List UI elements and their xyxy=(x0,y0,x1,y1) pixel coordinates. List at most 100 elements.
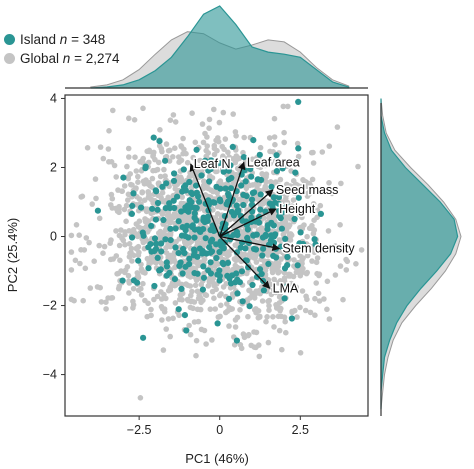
global-point xyxy=(94,284,101,290)
loading-arrow xyxy=(219,235,281,252)
global-point xyxy=(200,139,207,146)
island-point xyxy=(216,248,223,256)
global-point xyxy=(68,249,75,255)
global-point xyxy=(304,183,311,190)
global-point xyxy=(192,139,199,146)
global-point xyxy=(281,269,288,276)
global-point xyxy=(207,306,214,313)
global-point xyxy=(281,139,288,146)
global-point xyxy=(180,214,187,220)
island-point xyxy=(208,157,215,164)
global-point xyxy=(193,259,200,266)
island-point xyxy=(217,198,224,205)
island-point xyxy=(182,263,189,270)
island-point xyxy=(154,254,161,261)
global-point xyxy=(91,258,97,265)
global-point xyxy=(113,228,119,234)
global-point xyxy=(216,119,223,126)
island-point xyxy=(268,232,275,239)
global-point xyxy=(142,270,148,276)
global-point xyxy=(108,202,114,208)
loading-arrow xyxy=(219,208,277,238)
x-tick-label: 0 xyxy=(216,423,223,437)
island-point xyxy=(275,200,282,207)
global-point xyxy=(302,307,309,314)
island-point xyxy=(293,157,300,165)
global-point xyxy=(221,269,227,275)
global-point xyxy=(251,307,258,313)
island-density-right xyxy=(380,98,459,410)
island-point xyxy=(154,199,162,207)
global-point xyxy=(266,302,272,309)
island-point xyxy=(188,189,195,196)
global-point xyxy=(111,162,118,169)
global-point xyxy=(116,242,123,249)
global-point xyxy=(183,150,189,157)
global-point xyxy=(180,135,186,142)
global-point xyxy=(310,201,317,207)
global-point xyxy=(110,107,116,114)
y-tick-label: 4 xyxy=(50,91,57,105)
global-point xyxy=(125,272,132,279)
island-point xyxy=(202,235,209,242)
global-point xyxy=(127,171,133,177)
global-point xyxy=(241,334,248,341)
island-point xyxy=(170,197,177,204)
global-point xyxy=(304,252,311,259)
global-point xyxy=(266,307,272,314)
global-point xyxy=(122,269,128,276)
legend: Island n = 348 Global n = 2,274 xyxy=(4,30,120,68)
global-point xyxy=(220,109,227,116)
island-point xyxy=(281,265,289,272)
global-point xyxy=(123,202,130,209)
legend-label-island: Island n = 348 xyxy=(20,32,106,47)
global-point xyxy=(190,154,196,161)
global-point xyxy=(167,147,173,154)
island-point xyxy=(220,168,227,175)
global-point xyxy=(160,347,167,353)
global-point xyxy=(146,147,153,154)
y-tick-label: −2 xyxy=(43,299,57,313)
global-point xyxy=(265,277,272,283)
island-point xyxy=(158,248,165,255)
global-point xyxy=(193,277,200,284)
global-point xyxy=(143,208,150,215)
island-point xyxy=(175,250,182,257)
global-point xyxy=(288,232,295,238)
global-point xyxy=(211,151,218,158)
island-point xyxy=(257,206,264,213)
global-point xyxy=(287,239,293,246)
global-point xyxy=(273,259,279,266)
global-point xyxy=(152,156,158,163)
island-point xyxy=(284,283,291,290)
global-point xyxy=(282,198,289,205)
loading-arrow xyxy=(219,161,246,237)
island-point xyxy=(159,183,166,190)
global-point xyxy=(306,225,313,232)
island-point xyxy=(220,245,227,252)
island-point xyxy=(234,209,241,216)
global-point xyxy=(293,181,299,188)
global-point xyxy=(283,222,290,228)
island-point xyxy=(273,168,280,175)
global-point xyxy=(326,316,333,322)
global-point xyxy=(249,276,255,282)
global-point xyxy=(319,149,326,155)
island-point xyxy=(198,172,205,179)
global-point xyxy=(253,344,259,351)
island-point xyxy=(270,222,277,229)
island-point xyxy=(179,188,186,195)
global-point xyxy=(326,143,333,149)
global-point xyxy=(176,296,183,303)
global-point xyxy=(115,285,122,292)
island-point xyxy=(242,178,249,185)
island-point xyxy=(240,154,247,161)
island-point xyxy=(162,157,169,164)
island-point xyxy=(162,236,169,243)
global-point xyxy=(160,281,166,288)
island-point xyxy=(200,226,207,233)
global-point xyxy=(289,309,295,316)
island-point xyxy=(186,197,193,204)
global-point xyxy=(134,270,141,276)
